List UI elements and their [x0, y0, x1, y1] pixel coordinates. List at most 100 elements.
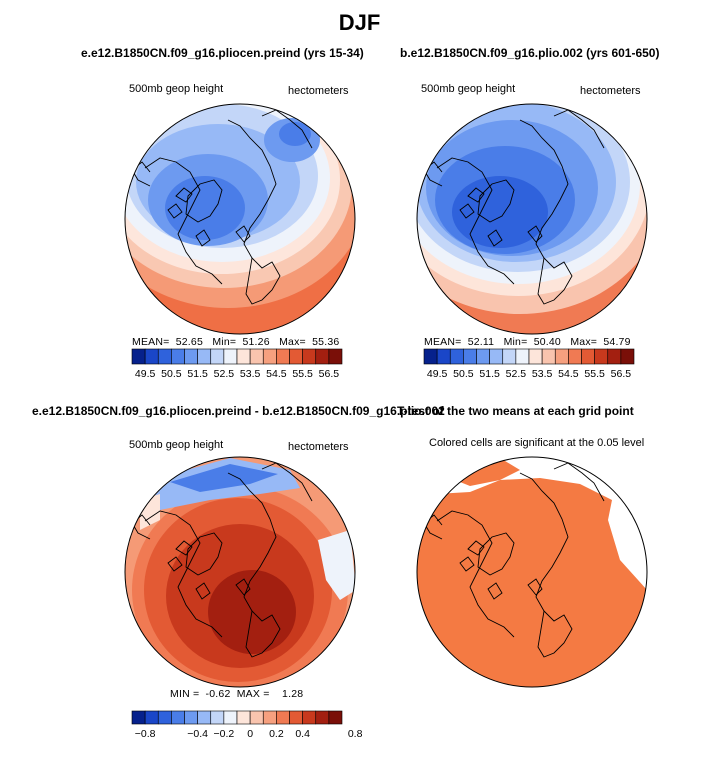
greenland-coast	[477, 532, 515, 576]
panel-2-map	[416, 103, 648, 335]
colorbar-swatch	[262, 710, 277, 725]
colorbar-swatch	[157, 710, 172, 725]
colorbar-swatch	[210, 348, 225, 365]
greenland-coast	[185, 179, 223, 223]
map-1-border	[124, 103, 356, 335]
scandinavia-coast	[245, 257, 281, 305]
colorbar-tick-label: 52.5	[214, 368, 235, 380]
colorbar-tick-label: 54.5	[266, 368, 287, 380]
panel-1-left-label: 500mb geop height	[129, 83, 224, 95]
panel-3-right-label: hectometers	[288, 441, 349, 453]
panel-4-map	[416, 456, 648, 688]
colorbar-swatch	[607, 348, 622, 365]
colorbar-swatch	[197, 710, 212, 725]
map-4-border	[416, 456, 648, 688]
colorbar-swatch	[210, 710, 225, 725]
panel-3-title: e.e12.B1850CN.f09_g16.pliocen.preind - b…	[32, 404, 445, 418]
colorbar-tick-label: 52.5	[506, 368, 527, 380]
colorbar-swatch	[302, 348, 317, 365]
svalbard-coast	[527, 578, 543, 596]
svalbard-coast	[235, 578, 251, 596]
map-3-blue-region	[170, 464, 278, 492]
panel-4-left-label: Colored cells are significant at the 0.0…	[429, 437, 645, 449]
colorbar-swatch	[184, 348, 198, 365]
max-label: Max=	[279, 336, 306, 348]
colorbar-tick-label: −0.2	[214, 728, 235, 740]
min-label: MIN =	[170, 688, 200, 700]
max-value: 55.36	[312, 336, 340, 348]
colorbar-tick-label: 0	[247, 728, 253, 740]
max-value: 1.28	[282, 688, 304, 700]
colorbar-swatch	[171, 710, 185, 725]
scandinavia-coast	[537, 257, 573, 305]
min-value: 51.26	[242, 336, 270, 348]
panel-1-right-label: hectometers	[288, 85, 349, 97]
colorbar-tick-label: 0.8	[348, 728, 363, 740]
colorbar-swatch	[554, 348, 569, 365]
map-2-band	[452, 176, 548, 248]
svalbard-coast	[235, 225, 251, 243]
panel-2-right-label: hectometers	[580, 85, 641, 97]
colorbar-tick-label: 50.5	[161, 368, 182, 380]
colorbar-swatch	[131, 348, 146, 365]
canada-coast	[144, 510, 223, 638]
colorbar-3: −0.8 −0.4 −0.2 0 0.2 0.4 0.8	[131, 710, 363, 740]
colorbar-swatch	[502, 348, 517, 365]
mean-value: 52.11	[467, 336, 495, 348]
figure-title: DJF	[338, 10, 381, 35]
colorbar-tick-label: 51.5	[479, 368, 500, 380]
colorbar-2: 49.5 50.5 51.5 52.5 53.5 54.5 55.5 56.5	[423, 348, 635, 380]
map-2-border	[416, 103, 648, 335]
greenland-coast	[477, 179, 515, 223]
panel-1-title: e.e12.B1850CN.f09_g16.pliocen.preind (yr…	[81, 46, 364, 60]
panel-3-map	[124, 456, 356, 688]
mean-label: MEAN=	[424, 336, 462, 348]
map-1-band	[279, 122, 311, 146]
colorbar-swatch	[289, 710, 303, 725]
panel-3-left-label: 500mb geop height	[129, 439, 224, 451]
colorbar-tick-label: 55.5	[584, 368, 605, 380]
colorbar-swatch	[236, 348, 251, 365]
colorbar-swatch	[184, 710, 198, 725]
siberia-coast	[261, 462, 313, 502]
colorbar-tick-label: −0.8	[135, 728, 156, 740]
colorbar-tick-label: 56.5	[611, 368, 632, 380]
colorbar-swatch	[489, 348, 504, 365]
colorbar-swatch	[449, 348, 464, 365]
scandinavia-coast	[537, 610, 573, 658]
panel-1-stats: MEAN= 52.65 Min= 51.26 Max= 55.36	[132, 336, 339, 348]
colorbar-swatch	[144, 710, 159, 725]
colorbar-swatch	[423, 348, 438, 365]
colorbar-swatch	[620, 348, 635, 365]
coastlines	[131, 109, 313, 305]
colorbar-swatch	[302, 710, 317, 725]
colorbar-swatch	[436, 348, 451, 365]
arctic-islands	[459, 540, 503, 600]
panel-2-left-label: 500mb geop height	[421, 83, 516, 95]
colorbar-swatch	[315, 710, 330, 725]
colorbar-swatch	[249, 710, 264, 725]
panel-2-title: b.e12.B1850CN.f09_g16.plio.002 (yrs 601-…	[400, 46, 660, 60]
colorbar-tick-label: 54.5	[558, 368, 579, 380]
colorbar-swatch	[528, 348, 543, 365]
colorbar-swatch	[541, 348, 556, 365]
colorbar-swatch	[223, 710, 238, 725]
arctic-islands	[167, 187, 211, 247]
siberia-coast	[553, 109, 605, 149]
min-value: -0.62	[205, 688, 231, 700]
max-value: 54.79	[603, 336, 631, 348]
siberia-coast	[553, 462, 605, 502]
colorbar-swatch	[236, 710, 251, 725]
colorbar-swatch	[515, 348, 530, 365]
colorbar-swatch	[476, 348, 490, 365]
map-3-border	[124, 456, 356, 688]
map-1-band	[165, 176, 245, 240]
colorbar-tick-label: −0.4	[187, 728, 208, 740]
siberia-coast	[261, 109, 313, 149]
greenland-coast	[185, 532, 223, 576]
colorbar-tick-label: 0.4	[295, 728, 310, 740]
colorbar-swatch	[223, 348, 238, 365]
min-label: Min=	[212, 336, 237, 348]
mean-label: MEAN=	[132, 336, 170, 348]
